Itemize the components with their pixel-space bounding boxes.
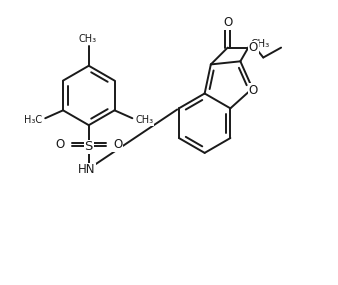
Text: HN: HN	[78, 163, 96, 176]
Text: O: O	[223, 16, 232, 29]
Text: CH₃: CH₃	[135, 115, 153, 125]
Text: CH₃: CH₃	[79, 34, 97, 44]
Text: S: S	[84, 141, 93, 153]
Text: H₃C: H₃C	[24, 115, 42, 125]
Text: O: O	[249, 41, 258, 54]
Text: CH₃: CH₃	[250, 39, 270, 49]
Text: O: O	[113, 139, 122, 151]
Text: O: O	[55, 139, 65, 151]
Text: O: O	[249, 84, 258, 97]
